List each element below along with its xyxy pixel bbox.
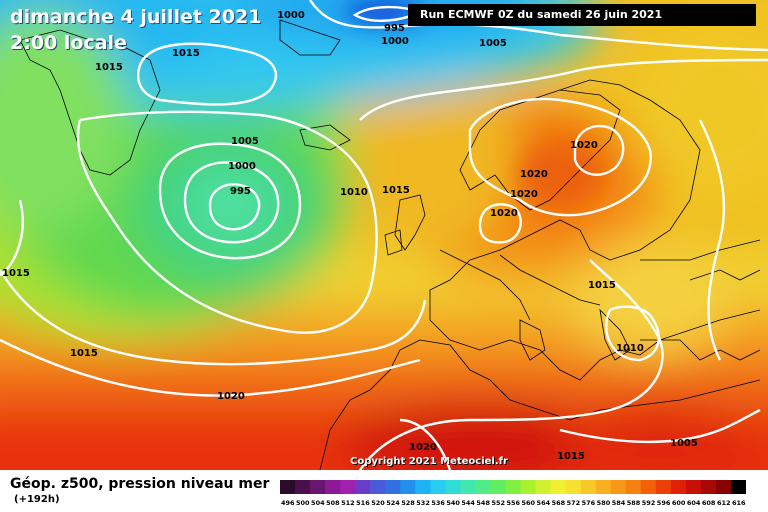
- scale-tick-label: 524: [386, 499, 400, 507]
- scale-swatch: [460, 480, 476, 494]
- scale-tick-label: 564: [537, 499, 551, 507]
- scale-tick-label: 496: [281, 499, 295, 507]
- scale-tick-label: 536: [431, 499, 445, 507]
- scale-tick-label: 608: [702, 499, 716, 507]
- pressure-label: 1000: [277, 10, 305, 21]
- forecast-date: dimanche 4 juillet 2021: [10, 6, 262, 28]
- scale-swatch: [715, 480, 732, 494]
- scale-swatch: [595, 480, 612, 494]
- scale-swatch: [310, 480, 326, 494]
- pressure-label: 1020: [570, 140, 598, 151]
- scale-swatch: [580, 480, 597, 494]
- scale-tick-label: 588: [627, 499, 641, 507]
- scale-swatch: [640, 480, 657, 494]
- pressure-label: 1015: [95, 62, 123, 73]
- scale-swatch: [625, 480, 642, 494]
- scale-tick-label: 516: [356, 499, 370, 507]
- scale-swatch: [280, 480, 296, 494]
- scale-tick-label: 576: [582, 499, 596, 507]
- color-scale: 496 500 504 508 512 516 520 524 528 532 536 540 544 5…: [280, 480, 746, 507]
- scale-tick-label: 512: [341, 499, 355, 507]
- run-info: Run ECMWF 0Z du samedi 26 juin 2021: [408, 4, 756, 26]
- scale-tick-label: 596: [657, 499, 671, 507]
- scale-swatch: [385, 480, 401, 494]
- scale-tick-label: 520: [371, 499, 385, 507]
- pressure-label: 1015: [70, 348, 98, 359]
- scale-swatch: [400, 480, 416, 494]
- pressure-label: 1005: [670, 438, 698, 449]
- scale-tick-label: 600: [672, 499, 686, 507]
- scale-swatch: [535, 480, 551, 494]
- weather-map: 1000 995 1000 1005 1015 1015 1005 1000 9…: [0, 0, 768, 470]
- geopotential-field: [0, 0, 768, 470]
- pressure-label: 1000: [228, 161, 256, 172]
- scale-tick-label: 532: [416, 499, 430, 507]
- coastlines: [19, 19, 761, 470]
- scale-swatch: [355, 480, 371, 494]
- scale-swatch: [550, 480, 567, 494]
- pressure-label: 1015: [172, 48, 200, 59]
- scale-swatch: [670, 480, 687, 494]
- pressure-label: 1010: [616, 343, 644, 354]
- pressure-label: 1015: [588, 280, 616, 291]
- forecast-time: 2:00 locale: [10, 32, 127, 54]
- scale-swatch: [445, 480, 461, 494]
- pressure-label: 1015: [382, 185, 410, 196]
- scale-tick-label: 560: [522, 499, 536, 507]
- scale-swatch: [685, 480, 702, 494]
- pressure-label: 995: [230, 186, 251, 197]
- scale-tick-label: 568: [552, 499, 566, 507]
- scale-tick-label: 584: [612, 499, 626, 507]
- scale-tick-label: 500: [296, 499, 310, 507]
- pressure-label: 1020: [520, 169, 548, 180]
- scale-tick-label: 604: [687, 499, 701, 507]
- pressure-label: 1005: [231, 136, 259, 147]
- scale-tick-label: 612: [717, 499, 731, 507]
- scale-swatch: [700, 480, 717, 494]
- copyright: Copyright 2021 Meteociel.fr: [350, 456, 508, 467]
- scale-tick-label: 556: [506, 499, 520, 507]
- scale-swatch: [325, 480, 341, 494]
- scale-tick-label: 508: [326, 499, 340, 507]
- scale-swatch: [520, 480, 536, 494]
- scale-swatch: [730, 480, 746, 494]
- pressure-label: 1020: [510, 189, 538, 200]
- scale-tick-label: 504: [311, 499, 325, 507]
- isobars: [0, 0, 768, 470]
- pressure-label: 1010: [340, 187, 368, 198]
- scale-tick-label: 572: [567, 499, 581, 507]
- scale-tick-label: 580: [597, 499, 611, 507]
- scale-tick-label: 552: [491, 499, 505, 507]
- pressure-label: 1015: [557, 451, 585, 462]
- scale-swatch: [340, 480, 356, 494]
- scale-tick-label: 528: [401, 499, 415, 507]
- scale-swatch: [655, 480, 672, 494]
- map-title: Géop. z500, pression niveau mer: [10, 476, 270, 492]
- scale-swatch: [370, 480, 386, 494]
- pressure-label: 1005: [479, 38, 507, 49]
- scale-swatch: [415, 480, 431, 494]
- pressure-label: 1020: [490, 208, 518, 219]
- scale-tick-label: 548: [476, 499, 490, 507]
- pressure-label: 1020: [217, 391, 245, 402]
- scale-tick-label: 540: [446, 499, 460, 507]
- scale-swatch: [295, 480, 311, 494]
- scale-swatch: [430, 480, 446, 494]
- forecast-lead: (+192h): [14, 494, 60, 505]
- pressure-label: 1020: [409, 442, 437, 453]
- scale-swatch: [490, 480, 506, 494]
- pressure-label: 1000: [381, 36, 409, 47]
- pressure-label: 1015: [2, 268, 30, 279]
- pressure-label: 995: [384, 23, 405, 34]
- isobar-labels: 1000 995 1000 1005 1015 1015 1005 1000 9…: [2, 10, 698, 462]
- scale-tick-label: 616: [732, 499, 746, 507]
- scale-tick-label: 592: [642, 499, 656, 507]
- scale-swatch: [610, 480, 627, 494]
- scale-swatch: [475, 480, 491, 494]
- scale-swatch: [565, 480, 582, 494]
- scale-swatch: [505, 480, 521, 494]
- scale-tick-label: 544: [461, 499, 475, 507]
